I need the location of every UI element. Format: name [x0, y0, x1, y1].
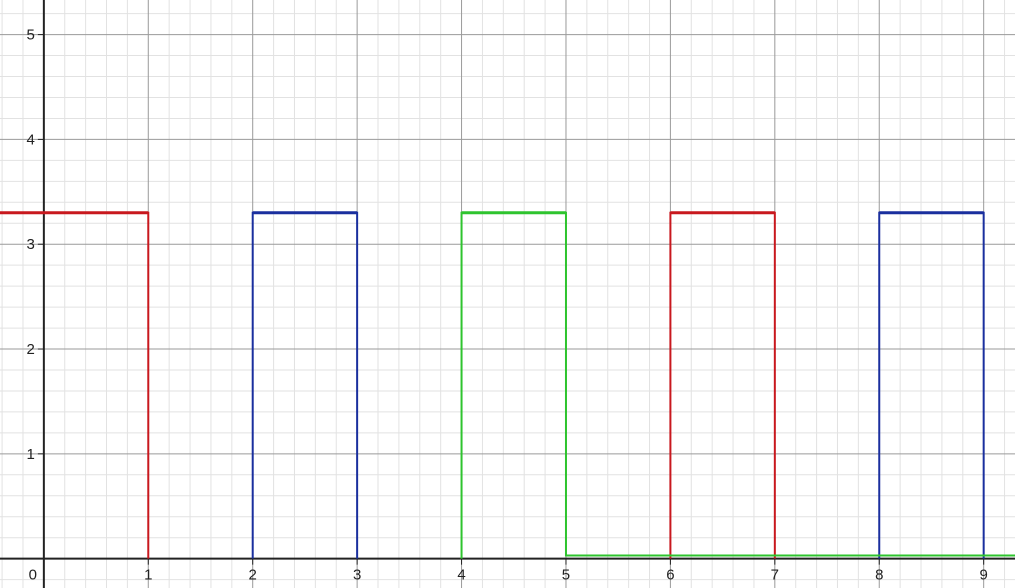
x-tick-label: 2 — [249, 567, 257, 584]
x-tick-label: 7 — [771, 567, 779, 584]
x-tick-label: 9 — [980, 567, 988, 584]
x-tick-label: 8 — [875, 567, 883, 584]
series-line-2 — [878, 211, 985, 559]
series-line-1 — [669, 211, 776, 559]
y-tick-label: 1 — [27, 446, 35, 463]
x-tick-label: 1 — [144, 567, 152, 584]
y-tick-label: 4 — [27, 131, 35, 148]
y-tick-label: 5 — [27, 27, 35, 44]
y-tick-label: 2 — [27, 341, 35, 358]
series-line-1 — [0, 211, 150, 559]
series-line-3 — [460, 211, 1015, 559]
x-tick-label: 3 — [353, 567, 361, 584]
x-tick-label: 5 — [562, 567, 570, 584]
series-line-2 — [251, 211, 359, 559]
tick-labels: 0 1 2 3 4 5 6 7 8 9 1 2 3 4 5 — [27, 27, 988, 584]
x-tick-label: 6 — [666, 567, 674, 584]
y-tick-label: 3 — [27, 236, 35, 253]
x-tick-label: 0 — [29, 567, 37, 584]
x-tick-label: 4 — [457, 567, 465, 584]
series-layer — [0, 211, 1015, 559]
